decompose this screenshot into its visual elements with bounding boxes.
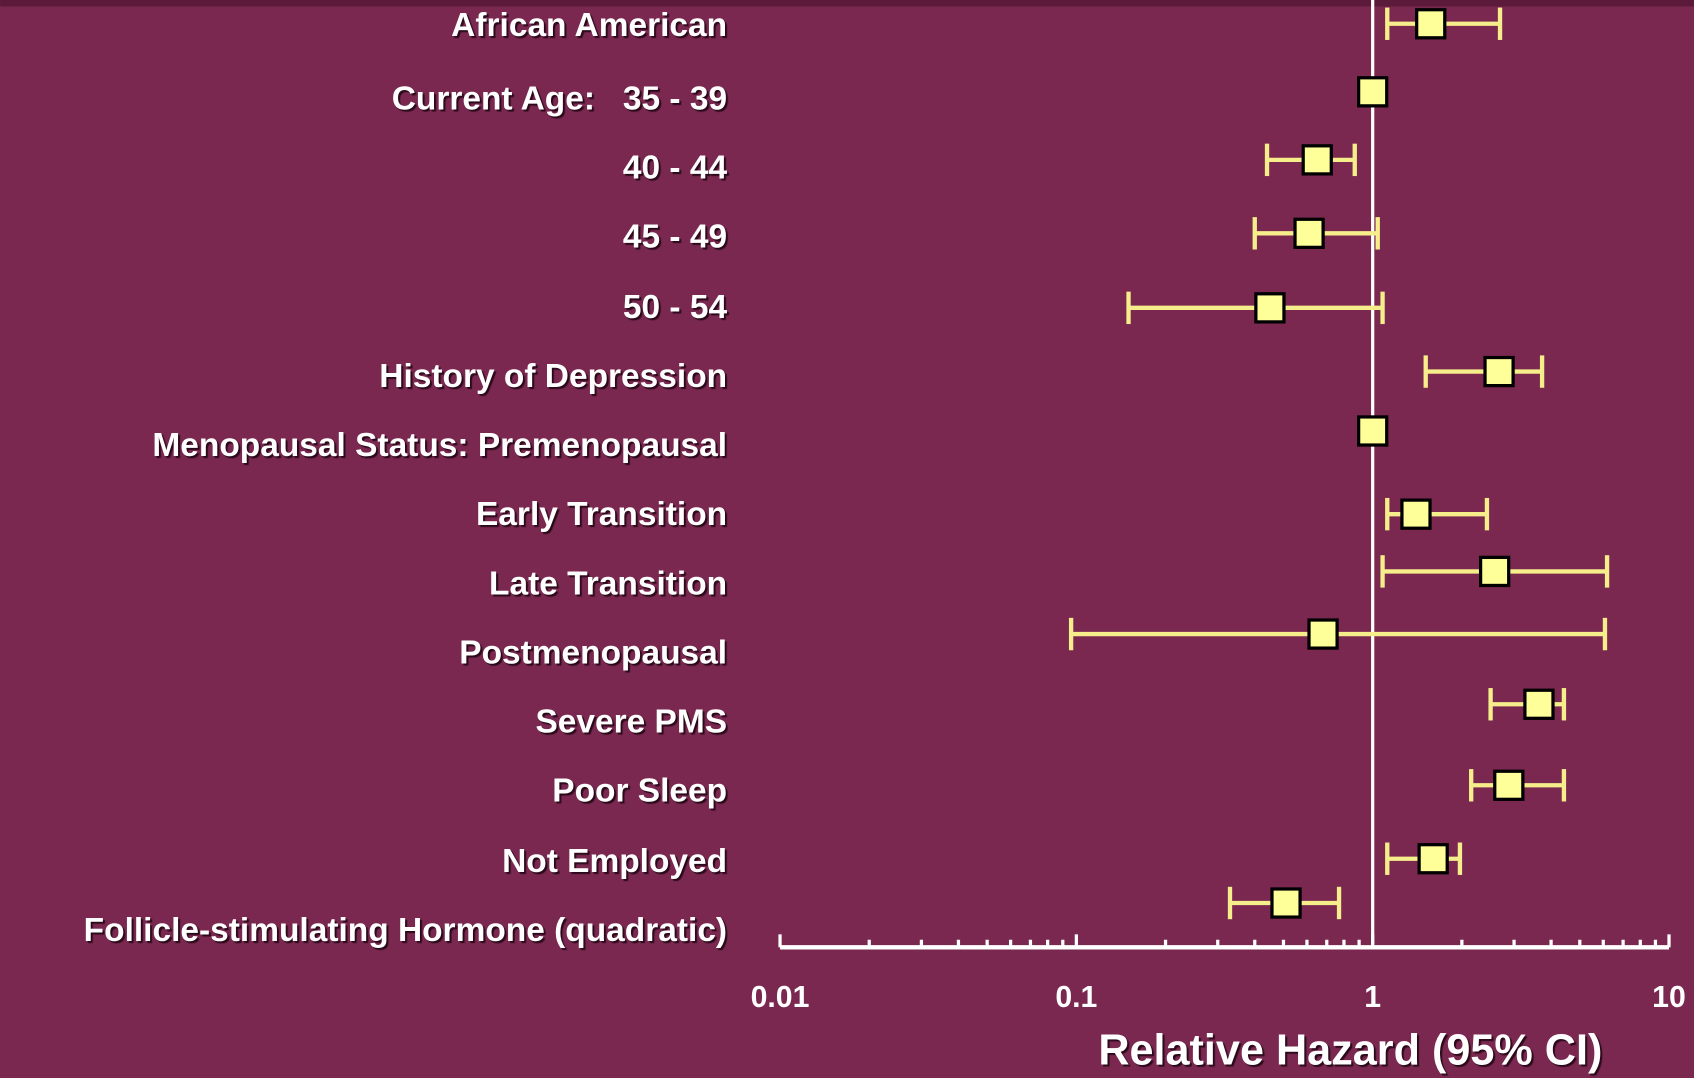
x-tick-label: 0.1 — [1055, 981, 1097, 1014]
row-label: Early Transition — [476, 496, 727, 533]
row-label: Severe PMS — [535, 704, 727, 741]
x-axis-title: Relative Hazard (95% CI) — [1098, 1027, 1602, 1075]
row-label: Menopausal Status: Premenopausal — [152, 427, 727, 464]
row-label: Poor Sleep — [552, 773, 727, 810]
row-label: Postmenopausal — [459, 634, 727, 671]
top-border — [0, 0, 1694, 7]
point-marker — [1270, 887, 1302, 919]
row-label: History of Depression — [379, 358, 727, 395]
point-marker — [1417, 843, 1449, 875]
row-label: Not Employed — [502, 843, 727, 880]
point-marker — [1478, 555, 1511, 588]
point-marker — [1357, 76, 1389, 108]
x-tick-label: 0.01 — [751, 981, 810, 1014]
row-label: Follicle-stimulating Hormone (quadratic) — [84, 912, 727, 949]
point-marker — [1493, 769, 1525, 801]
point-marker — [1357, 415, 1389, 447]
row-label: 45 - 49 — [623, 219, 727, 256]
point-marker — [1415, 8, 1447, 40]
x-tick-label: 10 — [1652, 981, 1686, 1014]
point-marker — [1254, 292, 1286, 324]
row-label: Current Age: 35 - 39 — [392, 80, 727, 117]
point-marker — [1400, 498, 1432, 530]
x-tick-label: 1 — [1364, 981, 1381, 1014]
point-marker — [1523, 688, 1555, 720]
row-label: Late Transition — [489, 565, 727, 602]
point-marker — [1307, 618, 1339, 650]
point-marker — [1301, 144, 1333, 176]
row-label: African American — [451, 7, 727, 44]
row-label: 40 - 44 — [623, 149, 728, 186]
point-marker — [1483, 355, 1515, 388]
row-label: 50 - 54 — [623, 289, 728, 326]
point-marker — [1293, 217, 1325, 249]
